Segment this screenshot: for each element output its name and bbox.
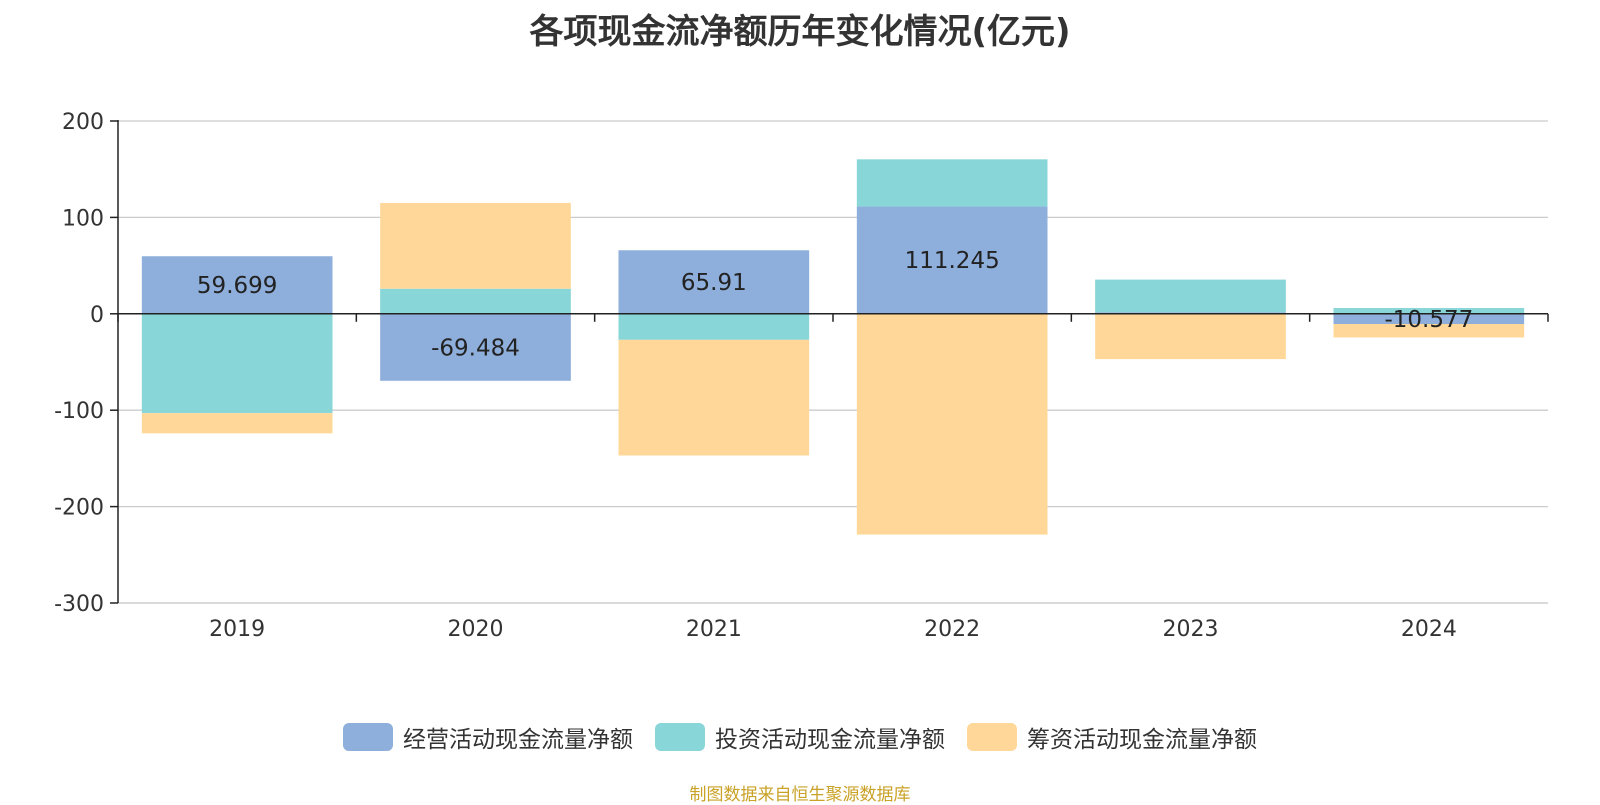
bar-3-2019 [141, 413, 333, 434]
data-label: 59.699 [197, 273, 277, 299]
bar-1-2022 [856, 206, 1048, 314]
source-note: 制图数据来自恒生聚源数据库 [689, 785, 911, 805]
y-tick-label: -300 [54, 592, 104, 617]
y-tick-label: -100 [54, 399, 104, 424]
y-tick-label: 0 [90, 303, 104, 328]
bar-3-2021 [618, 339, 810, 456]
bar-3-2023 [1095, 313, 1286, 360]
x-tick-label: 2022 [924, 617, 980, 642]
x-tick-label: 2021 [686, 617, 742, 642]
bar-2-2024 [1333, 308, 1525, 314]
x-tick-label: 2024 [1401, 617, 1457, 642]
data-label: -10.577 [1384, 307, 1473, 333]
bar-2-2021 [618, 313, 810, 340]
y-tick-label: -200 [54, 496, 104, 521]
bar-1-2020 [380, 313, 571, 381]
x-tick-label: 2020 [448, 617, 504, 642]
legend-label: 投资活动现金流量净额 [715, 727, 945, 753]
chart-title: 各项现金流净额历年变化情况(亿元) [529, 12, 1071, 52]
x-tick-label: 2019 [209, 617, 265, 642]
bar-3-2022 [856, 313, 1048, 535]
bar-2-2019 [141, 313, 333, 414]
bar-1-2024 [1333, 313, 1525, 324]
legend-item-1[interactable]: 经营活动现金流量净额 [343, 720, 633, 754]
legend: 经营活动现金流量净额 投资活动现金流量净额 筹资活动现金流量净额 [0, 720, 1600, 754]
bar-3-2024 [1333, 323, 1525, 338]
legend-item-3[interactable]: 筹资活动现金流量净额 [967, 720, 1257, 754]
chart-plot: 59.699 -69.484 65.91 111.245 -10.577 200 100 0 -… [54, 110, 1549, 642]
bar-2-2023 [1095, 279, 1286, 313]
bar-1-2021 [618, 250, 810, 314]
data-label: -69.484 [431, 335, 520, 361]
data-label: 65.91 [681, 270, 747, 296]
bar-1-2019 [141, 256, 333, 314]
bar-2-2022 [856, 159, 1048, 207]
legend-item-2[interactable]: 投资活动现金流量净额 [655, 720, 945, 754]
y-tick-label: 100 [62, 206, 104, 231]
legend-swatch [967, 723, 1017, 751]
legend-swatch [655, 723, 705, 751]
legend-label: 经营活动现金流量净额 [403, 727, 633, 753]
x-tick-label: 2023 [1163, 617, 1219, 642]
y-tick-label: 200 [62, 110, 104, 135]
legend-swatch [343, 723, 393, 751]
bar-3-2020 [380, 202, 571, 289]
data-label: 111.245 [905, 248, 1000, 274]
bar-2-2020 [380, 288, 571, 314]
legend-label: 筹资活动现金流量净额 [1027, 727, 1257, 753]
